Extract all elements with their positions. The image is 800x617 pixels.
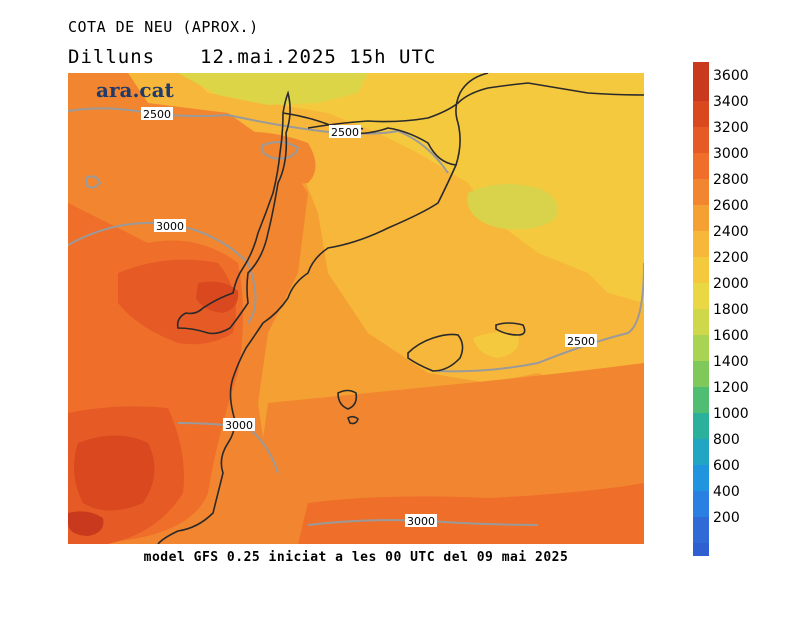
- scale-swatch: [693, 517, 709, 543]
- forecast-day: Dilluns: [68, 46, 156, 68]
- scale-label: 800: [713, 432, 740, 448]
- scale-label: 400: [713, 484, 740, 500]
- color-scale-legend: 3600 3400 3200 3000 2800 2600 2400 2200 2000 1800…: [693, 62, 749, 556]
- contour-label-2500-nw: 2500: [143, 108, 171, 121]
- scale-swatch: [693, 361, 709, 387]
- contour-3000-west: [68, 221, 257, 324]
- scale-label: 1000: [713, 406, 749, 422]
- coastline-catalonia: [232, 112, 458, 379]
- contour-label-3000-s: 3000: [407, 515, 435, 528]
- scale-label: 2800: [713, 172, 749, 188]
- model-info-footer: model GFS 0.25 iniciat a les 00 UTC del …: [143, 550, 569, 565]
- field-2000-north: [178, 73, 368, 105]
- scale-swatch: [693, 309, 709, 335]
- scale-label: 2600: [713, 198, 749, 214]
- scale-swatch: [693, 491, 709, 517]
- scale-swatch: [693, 413, 709, 439]
- scale-label: 600: [713, 458, 740, 474]
- scale-label: 3000: [713, 146, 749, 162]
- field-3000-sea: [298, 483, 644, 544]
- scale-swatch: [693, 75, 709, 101]
- snow-level-map: 2500 2500 3000 2500 3000 3000 ara.cat: [68, 73, 644, 544]
- scale-swatch: [693, 231, 709, 257]
- field-2200: [188, 73, 644, 303]
- scale-swatch: [693, 335, 709, 361]
- scale-label: 2000: [713, 276, 749, 292]
- scale-swatch: [693, 153, 709, 179]
- island-ibiza: [337, 389, 358, 410]
- scale-label: 3600: [713, 68, 749, 84]
- field-3200-west: [118, 259, 236, 345]
- scale-swatch-top: [693, 62, 709, 75]
- scale-swatch-bottom: [693, 543, 709, 556]
- coastline-valencia: [157, 377, 236, 544]
- scale-label: 1800: [713, 302, 749, 318]
- field-3400-south: [74, 435, 155, 511]
- island-formentera: [347, 415, 359, 425]
- contour-label-3000-c: 3000: [225, 419, 253, 432]
- contour-label-2500-n: 2500: [331, 126, 359, 139]
- field-2000-east: [467, 184, 558, 230]
- scale-swatch: [693, 283, 709, 309]
- coastline-iberia: [176, 90, 291, 335]
- scale-swatch: [693, 127, 709, 153]
- island-menorca: [495, 322, 526, 336]
- scale-swatch: [693, 179, 709, 205]
- chart-title: COTA DE NEU (APROX.): [68, 18, 259, 36]
- border-france: [307, 82, 644, 129]
- ara-cat-logo[interactable]: ara.cat: [96, 78, 175, 102]
- scale-label: 2400: [713, 224, 749, 240]
- coastline-france: [455, 73, 489, 166]
- scale-swatch: [693, 101, 709, 127]
- scale-label: 1400: [713, 354, 749, 370]
- scale-swatch: [693, 465, 709, 491]
- scale-swatch: [693, 257, 709, 283]
- scale-label: 2200: [713, 250, 749, 266]
- scale-swatch: [693, 387, 709, 413]
- field-2200-mallorca: [473, 332, 519, 358]
- scale-label: 200: [713, 510, 740, 526]
- contour-label-3000-w: 3000: [156, 220, 184, 233]
- scale-label: 3200: [713, 120, 749, 136]
- forecast-datetime: 12.mai.2025 15h UTC: [200, 46, 437, 68]
- contour-2500-small: [85, 175, 102, 189]
- contour-label-2500-e: 2500: [567, 335, 595, 348]
- contour-2500-east: [437, 262, 644, 373]
- scale-swatch: [693, 439, 709, 465]
- field-3600-south: [68, 511, 104, 536]
- island-mallorca: [407, 333, 464, 372]
- scale-label: 1600: [713, 328, 749, 344]
- scale-label: 3400: [713, 94, 749, 110]
- scale-label: 1200: [713, 380, 749, 396]
- scale-swatch: [693, 205, 709, 231]
